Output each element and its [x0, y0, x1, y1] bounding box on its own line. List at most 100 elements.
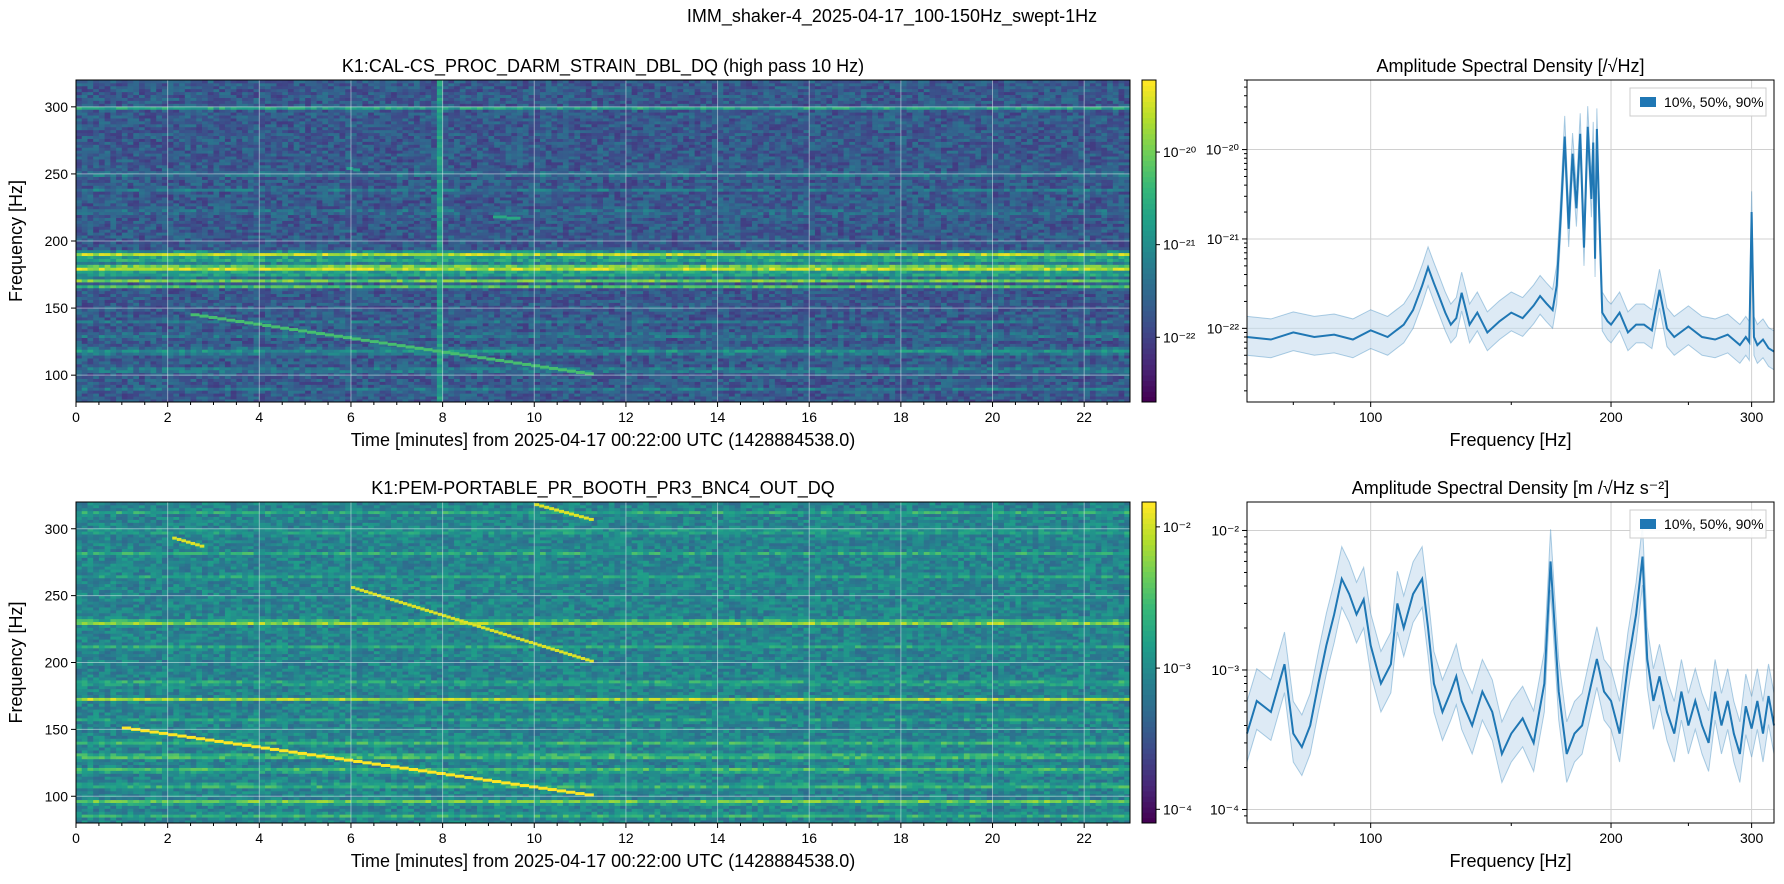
grid-lines: [75, 502, 1130, 823]
x-tick-label: 100: [1359, 830, 1383, 846]
y-tick-label: 10⁻³: [1211, 662, 1239, 678]
y-tick-label: 200: [45, 655, 69, 671]
y-tick-label: 250: [45, 588, 69, 604]
y-tick-label: 10⁻²: [1211, 522, 1239, 538]
x-tick-label: 20: [985, 409, 1001, 425]
x-tick-label: 18: [893, 409, 909, 425]
colorbar-tick-label: 10⁻²: [1163, 519, 1191, 535]
plot-title: K1:CAL-CS_PROC_DARM_STRAIN_DBL_DQ (high …: [342, 56, 864, 77]
sweep-line-1: [346, 167, 361, 172]
sweep-line-1: [350, 586, 594, 663]
plot-title: Amplitude Spectral Density [/√Hz]: [1377, 56, 1645, 76]
legend-swatch: [1640, 97, 1656, 107]
grid-lines: [1247, 502, 1774, 823]
x-tick-label: 300: [1740, 409, 1764, 425]
sweep-line-0: [190, 313, 594, 376]
x-tick-label: 10: [526, 830, 542, 846]
legend-box: [1629, 509, 1767, 539]
y-tick-label: 10⁻²⁰: [1206, 142, 1240, 158]
x-axis-label: Frequency [Hz]: [1449, 851, 1571, 871]
median-asd-line: [1246, 126, 1775, 353]
grid-lines: [75, 80, 1130, 402]
y-tick-label: 100: [45, 367, 69, 383]
colorbar-tick-label: 10⁻²¹: [1163, 237, 1196, 253]
colorbar-tick-label: 10⁻²²: [1163, 329, 1196, 345]
y-tick-label: 10⁻⁴: [1210, 801, 1239, 817]
x-tick-label: 10: [526, 409, 542, 425]
plot-frame: [1246, 501, 1775, 824]
y-axis-label: Frequency [Hz]: [6, 180, 26, 302]
colorbar-tick-label: 10⁻²⁰: [1163, 144, 1197, 160]
x-tick-label: 200: [1599, 830, 1623, 846]
plot-title: K1:PEM-PORTABLE_PR_BOOTH_PR3_BNC4_OUT_DQ: [371, 478, 834, 499]
x-tick-label: 2: [164, 830, 172, 846]
plot-frame: [1246, 79, 1775, 403]
sweep-line-2: [493, 215, 521, 220]
x-tick-label: 0: [72, 830, 80, 846]
y-tick-label: 200: [45, 233, 69, 249]
x-tick-label: 2: [164, 409, 172, 425]
x-tick-label: 300: [1740, 830, 1764, 846]
x-axis-label: Frequency [Hz]: [1449, 430, 1571, 450]
colorbar: 10⁻²² 10⁻²¹ 10⁻²⁰: [1141, 79, 1197, 403]
y-tick-label: 150: [45, 300, 69, 316]
x-tick-label: 22: [1076, 409, 1092, 425]
x-axis-label: Time [minutes] from 2025-04-17 00:22:00 …: [351, 430, 856, 450]
legend-box: [1629, 87, 1767, 117]
legend-swatch: [1640, 519, 1656, 529]
x-tick-label: 6: [347, 409, 355, 425]
x-tick-label: 14: [710, 830, 726, 846]
sweep-line-2: [172, 536, 205, 548]
y-axis-label: Frequency [Hz]: [6, 601, 26, 723]
colorbar-frame: [1141, 501, 1157, 824]
percentile-band: [1246, 106, 1775, 371]
x-tick-label: 12: [618, 409, 634, 425]
x-tick-label: 0: [72, 409, 80, 425]
x-tick-label: 200: [1599, 409, 1623, 425]
x-axis-label: Time [minutes] from 2025-04-17 00:22:00 …: [351, 851, 856, 871]
sweep-line-0: [121, 726, 594, 797]
colorbar-frame: [1141, 79, 1157, 403]
x-tick-label: 16: [801, 409, 817, 425]
plot-frame: [75, 79, 1131, 403]
y-tick-label: 100: [45, 788, 69, 804]
x-tick-label: 20: [985, 830, 1001, 846]
y-tick-label: 300: [45, 521, 69, 537]
x-tick-label: 100: [1359, 409, 1383, 425]
x-tick-label: 8: [439, 409, 447, 425]
x-tick-label: 22: [1076, 830, 1092, 846]
plot-title: Amplitude Spectral Density [m /√Hz s⁻²]: [1352, 478, 1669, 498]
x-tick-label: 4: [255, 830, 263, 846]
y-tick-label: 10⁻²¹: [1207, 231, 1240, 247]
x-tick-label: 8: [439, 830, 447, 846]
x-tick-label: 12: [618, 830, 634, 846]
spectrogram-cells: [76, 502, 1131, 824]
x-tick-label: 14: [710, 409, 726, 425]
x-tick-label: 4: [255, 409, 263, 425]
x-tick-label: 6: [347, 830, 355, 846]
figure-title: IMM_shaker-4_2025-04-17_100-150Hz_swept-…: [0, 6, 1784, 27]
percentile-band: [1246, 524, 1775, 784]
colorbar-tick-label: 10⁻⁴: [1163, 801, 1192, 817]
legend: 10%, 50%, 90%: [1629, 87, 1767, 117]
colorbar-tick-label: 10⁻³: [1163, 660, 1191, 676]
spectrogram-cells: [76, 80, 1131, 403]
plot-frame: [75, 501, 1131, 824]
x-tick-label: 18: [893, 830, 909, 846]
y-tick-label: 150: [45, 721, 69, 737]
legend-label: 10%, 50%, 90%: [1664, 516, 1764, 532]
grid-lines: [1247, 80, 1774, 402]
y-tick-label: 250: [45, 166, 69, 182]
sweep-line-3: [534, 503, 594, 521]
legend: 10%, 50%, 90%: [1629, 509, 1767, 539]
x-tick-label: 16: [801, 830, 817, 846]
y-tick-label: 300: [45, 99, 69, 115]
legend-label: 10%, 50%, 90%: [1664, 94, 1764, 110]
y-tick-label: 10⁻²²: [1207, 320, 1240, 336]
median-asd-line: [1246, 556, 1775, 758]
colorbar: 10⁻⁴ 10⁻³ 10⁻²: [1141, 501, 1192, 824]
